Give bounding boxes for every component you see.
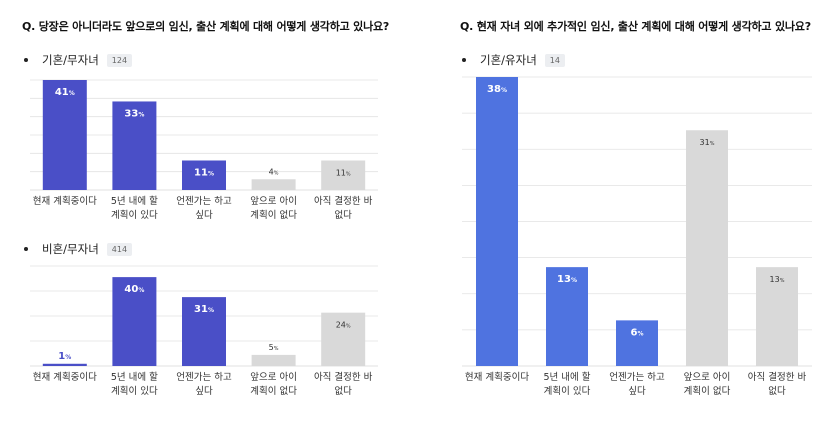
data-label: 11% (336, 168, 351, 177)
group3-header: 기혼/유자녀 14 (462, 52, 565, 68)
category-label: 아직 결정한 바 없다 (313, 372, 373, 397)
data-label: 33% (124, 108, 144, 119)
category-label: 앞으로 아이 계획이 없다 (683, 372, 731, 397)
data-label: 13% (557, 274, 577, 285)
category-label: 아직 결정한 바 없다 (313, 196, 373, 221)
category-label: 앞으로 아이 계획이 없다 (250, 372, 297, 397)
category-label: 5년 내에 할 계획이 있다 (110, 372, 158, 397)
category-label: 5년 내에 할 계획이 있다 (543, 372, 591, 397)
chart-single-no-children-svg: 1% 40% 31% 5% 24% (30, 265, 378, 367)
bar (42, 363, 87, 366)
right-question: Q. 현재 자녀 외에 추가적인 임신, 출산 계획에 대해 어떻게 생각하고 … (460, 20, 811, 33)
category-label: 앞으로 아이 계획이 없다 (250, 196, 297, 221)
group3-count: 14 (544, 53, 565, 67)
bar (112, 277, 157, 366)
data-label: 6% (631, 327, 644, 338)
bar (756, 267, 798, 366)
bar (476, 77, 518, 366)
data-label: 5% (269, 343, 279, 352)
bar (616, 320, 658, 366)
bar (42, 80, 87, 190)
bar (112, 101, 157, 190)
category-label: 5년 내에 할 계획이 있다 (110, 196, 158, 221)
data-label: 41% (55, 87, 75, 98)
category-label: 현재 계획중이다 (32, 372, 97, 383)
bullet-icon (24, 58, 28, 62)
group2-count: 414 (106, 242, 133, 256)
group3-label: 기혼/유자녀 (480, 53, 537, 67)
chart-married-no-children-svg: 41% 33% 11% 4% 11% (30, 79, 378, 191)
bar (182, 160, 226, 190)
left-question: Q. 당장은 아니더라도 앞으로의 임신, 출산 계획에 대해 어떻게 생각하고… (22, 20, 390, 33)
bar (251, 179, 296, 190)
bar (686, 130, 728, 366)
chart-married-with-children: 38% 13% 6% 31% 13% 현재 계획중이다 5년 내에 할 계획이 있다 언젠가는… (462, 76, 812, 397)
data-label: 11% (194, 167, 214, 178)
data-label: 4% (269, 167, 279, 176)
group1-header: 기혼/무자녀 124 (24, 52, 133, 68)
data-label: 31% (700, 138, 715, 147)
bar (251, 354, 296, 366)
data-label: 24% (336, 321, 351, 330)
category-label: 언젠가는 하고 싶다 (609, 372, 665, 397)
data-label: 40% (124, 284, 144, 295)
bar (182, 297, 226, 366)
group2-header: 비혼/무자녀 414 (24, 241, 133, 257)
chart-married-with-children-svg: 38% 13% 6% 31% 13% (462, 76, 812, 367)
bar (321, 160, 366, 190)
data-label: 1% (58, 351, 71, 362)
group2-label: 비혼/무자녀 (42, 242, 99, 256)
category-label: 언젠가는 하고 싶다 (176, 372, 232, 397)
bar (546, 267, 588, 366)
category-label: 아직 결정한 바 없다 (747, 372, 807, 397)
group1-count: 124 (106, 53, 133, 67)
category-label: 언젠가는 하고 싶다 (176, 196, 232, 221)
data-label: 13% (770, 275, 785, 284)
category-label: 현재 계획중이다 (32, 196, 97, 207)
bullet-icon (462, 58, 466, 62)
bullet-icon (24, 247, 28, 251)
group1-label: 기혼/무자녀 (42, 53, 99, 67)
category-label: 현재 계획중이다 (464, 372, 530, 383)
chart-single-no-children: 1% 40% 31% 5% 24% 현재 계획중이다 5년 내에 할 계획이 있다 언젠가는 … (30, 265, 378, 397)
bar (321, 312, 366, 366)
chart-married-no-children: 41% 33% 11% 4% 11% 현재 계획중이다 5년 내에 할 계획이 있다 언젠가는… (30, 79, 378, 221)
data-label: 38% (487, 84, 507, 95)
data-label: 31% (194, 304, 214, 315)
